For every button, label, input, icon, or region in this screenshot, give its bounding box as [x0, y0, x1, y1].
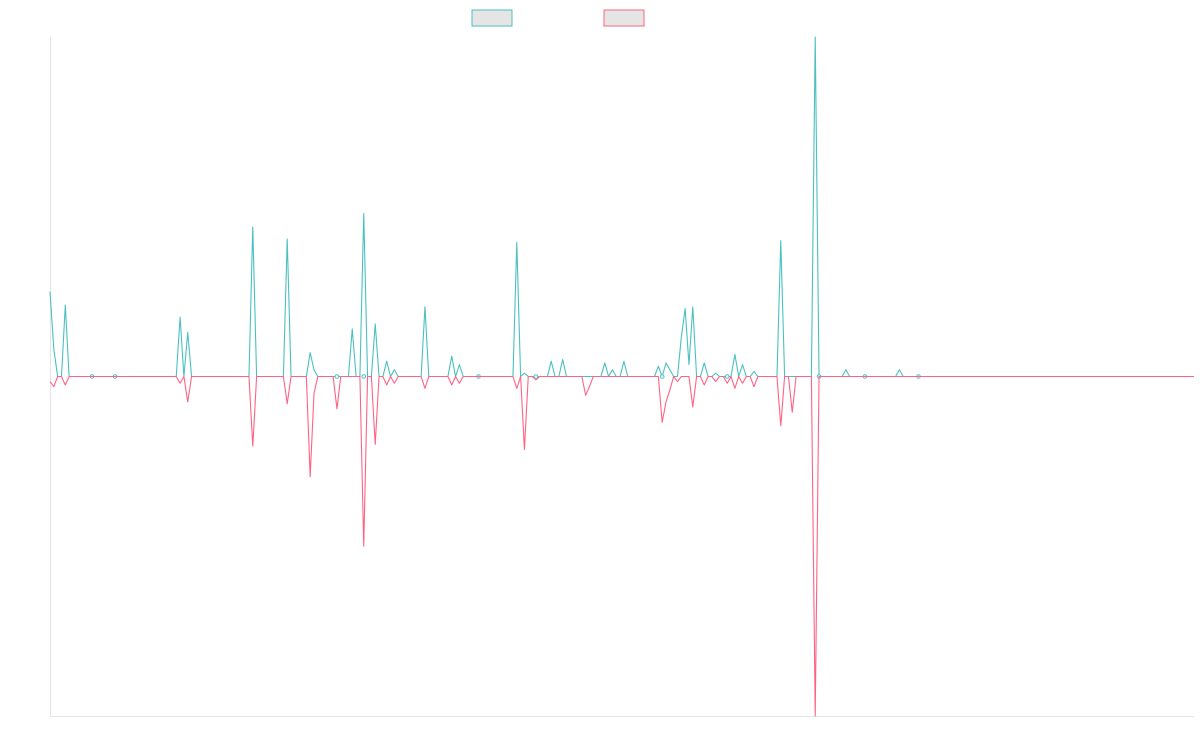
- series-1-point[interactable]: [361, 374, 367, 379]
- series-2-line: [49, 375, 1194, 717]
- series-layer: [49, 36, 1194, 717]
- legend[interactable]: [471, 9, 645, 27]
- legend-swatch-series-1[interactable]: [471, 9, 513, 27]
- series-1-point[interactable]: [724, 374, 730, 379]
- legend-swatch-series-2[interactable]: [603, 9, 645, 27]
- series-1-line: [49, 36, 1194, 378]
- series-1-point[interactable]: [533, 374, 539, 379]
- series-1-point[interactable]: [334, 374, 340, 379]
- series-1-point[interactable]: [659, 374, 665, 379]
